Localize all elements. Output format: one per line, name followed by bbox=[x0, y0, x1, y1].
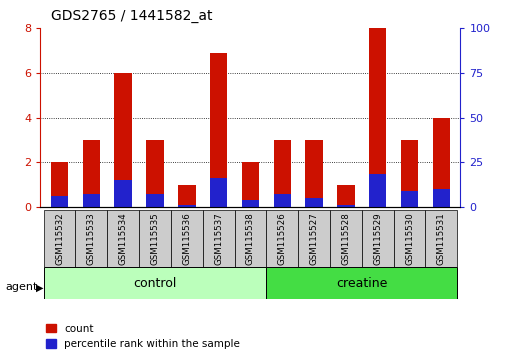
Bar bbox=[297, 210, 329, 267]
Bar bbox=[82, 194, 100, 207]
Bar bbox=[266, 267, 457, 299]
Bar bbox=[361, 210, 393, 267]
Bar bbox=[82, 140, 100, 207]
Bar bbox=[107, 210, 139, 267]
Text: GSM115537: GSM115537 bbox=[214, 212, 223, 265]
Bar bbox=[114, 180, 132, 207]
Text: GSM115527: GSM115527 bbox=[309, 212, 318, 265]
Bar bbox=[393, 210, 425, 267]
Bar bbox=[178, 205, 195, 207]
Text: GSM115530: GSM115530 bbox=[405, 212, 413, 265]
Bar bbox=[43, 210, 75, 267]
Text: GSM115528: GSM115528 bbox=[341, 212, 350, 265]
Bar bbox=[432, 118, 449, 207]
Bar bbox=[305, 198, 322, 207]
Bar bbox=[432, 189, 449, 207]
Text: GSM115536: GSM115536 bbox=[182, 212, 191, 265]
Bar bbox=[75, 210, 107, 267]
Bar bbox=[139, 210, 171, 267]
Text: creatine: creatine bbox=[335, 277, 387, 290]
Bar bbox=[329, 210, 361, 267]
Text: agent: agent bbox=[5, 282, 37, 292]
Bar bbox=[43, 267, 266, 299]
Bar bbox=[368, 173, 386, 207]
Bar bbox=[241, 162, 259, 207]
Bar bbox=[241, 200, 259, 207]
Text: GSM115535: GSM115535 bbox=[150, 212, 159, 265]
Text: GDS2765 / 1441582_at: GDS2765 / 1441582_at bbox=[50, 9, 212, 23]
Text: GSM115538: GSM115538 bbox=[245, 212, 255, 265]
Bar bbox=[273, 194, 290, 207]
Bar bbox=[425, 210, 457, 267]
Bar bbox=[114, 73, 132, 207]
Text: GSM115534: GSM115534 bbox=[119, 212, 127, 265]
Bar bbox=[210, 53, 227, 207]
Text: GSM115526: GSM115526 bbox=[277, 212, 286, 265]
Text: GSM115532: GSM115532 bbox=[55, 212, 64, 265]
Bar bbox=[266, 210, 297, 267]
Bar bbox=[146, 140, 164, 207]
Bar bbox=[273, 140, 290, 207]
Bar bbox=[336, 185, 354, 207]
Text: GSM115531: GSM115531 bbox=[436, 212, 445, 265]
Bar bbox=[50, 162, 68, 207]
Text: control: control bbox=[133, 277, 176, 290]
Text: GSM115533: GSM115533 bbox=[87, 212, 95, 265]
Bar bbox=[146, 194, 164, 207]
Bar bbox=[178, 185, 195, 207]
Text: ▶: ▶ bbox=[36, 282, 44, 292]
Bar bbox=[400, 192, 418, 207]
Bar bbox=[203, 210, 234, 267]
Text: GSM115529: GSM115529 bbox=[373, 212, 381, 265]
Bar bbox=[305, 140, 322, 207]
Bar bbox=[368, 28, 386, 207]
Bar bbox=[336, 205, 354, 207]
Legend: count, percentile rank within the sample: count, percentile rank within the sample bbox=[45, 324, 240, 349]
Bar bbox=[171, 210, 203, 267]
Bar bbox=[50, 196, 68, 207]
Bar bbox=[210, 178, 227, 207]
Bar bbox=[234, 210, 266, 267]
Bar bbox=[400, 140, 418, 207]
